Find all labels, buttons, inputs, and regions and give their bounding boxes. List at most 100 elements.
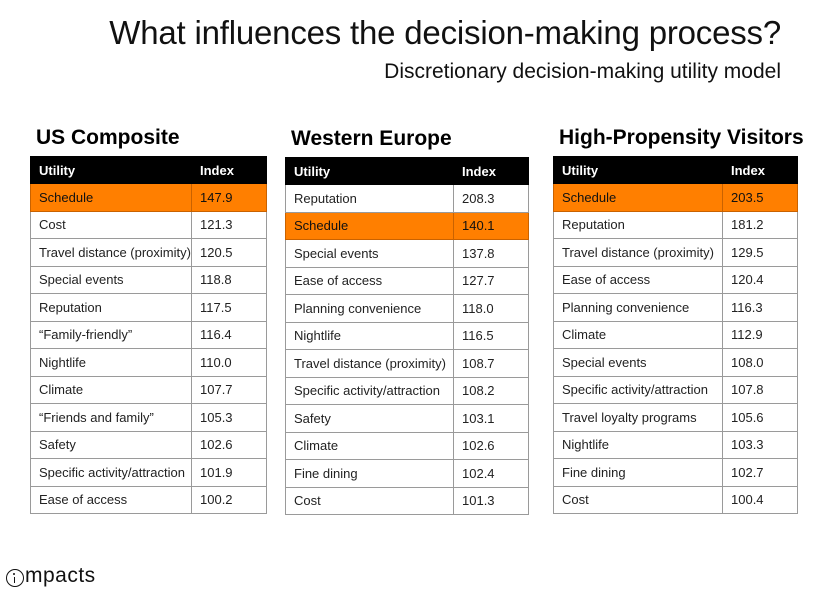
utility-cell: Ease of access — [553, 265, 723, 294]
index-cell: 102.7 — [722, 458, 798, 487]
utility-column-header: Utility — [30, 156, 192, 184]
panel-high-propensity-visitors: High-Propensity Visitors Utility Index S… — [553, 126, 804, 514]
table-row: Safety 102.6 — [30, 430, 267, 459]
table-row: Special events 118.8 — [30, 265, 267, 294]
index-cell: 107.7 — [191, 375, 267, 404]
info-circle-icon — [6, 569, 24, 587]
index-cell: 181.2 — [722, 210, 798, 239]
utility-cell: “Family-friendly” — [30, 320, 192, 349]
index-cell: 121.3 — [191, 210, 267, 239]
panel-title: US Composite — [36, 126, 180, 149]
utility-cell: Special events — [553, 348, 723, 377]
utility-cell: Climate — [553, 320, 723, 349]
table-row: Safety 103.1 — [285, 404, 529, 433]
utility-cell: Specific activity/attraction — [285, 376, 454, 405]
utility-cell: Climate — [30, 375, 192, 404]
index-cell: 120.4 — [722, 265, 798, 294]
index-column-header: Index — [453, 157, 529, 185]
utility-cell: Ease of access — [30, 485, 192, 514]
table-row: Schedule 140.1 — [285, 211, 529, 240]
table-row: Planning convenience 116.3 — [553, 293, 798, 322]
table-row: Ease of access 100.2 — [30, 485, 267, 514]
table-row: Fine dining 102.7 — [553, 458, 798, 487]
panel-us-composite: US Composite Utility Index Schedule 147.9… — [30, 126, 267, 514]
table-row: Ease of access 120.4 — [553, 265, 798, 294]
table-row: Travel distance (proximity) 129.5 — [553, 238, 798, 267]
logo-text: mpacts — [25, 564, 96, 587]
utility-cell: Cost — [285, 486, 454, 515]
utility-cell: Ease of access — [285, 266, 454, 295]
index-cell: 108.0 — [722, 348, 798, 377]
panel-western-europe: Western Europe Utility Index Reputation 2… — [285, 127, 529, 515]
panel-title: Western Europe — [291, 127, 452, 150]
utility-cell: Cost — [30, 210, 192, 239]
table-row: Cost 100.4 — [553, 485, 798, 514]
table-row: Ease of access 127.7 — [285, 266, 529, 295]
table-row: “Family-friendly” 116.4 — [30, 320, 267, 349]
page-subtitle: Discretionary decision-making utility mo… — [384, 60, 781, 83]
table-row: “Friends and family” 105.3 — [30, 403, 267, 432]
index-cell: 129.5 — [722, 238, 798, 267]
index-cell: 105.6 — [722, 403, 798, 432]
index-cell: 116.3 — [722, 293, 798, 322]
table-row: Nightlife 103.3 — [553, 430, 798, 459]
page-title: What influences the decision-making proc… — [109, 14, 781, 51]
table-row: Specific activity/attraction 108.2 — [285, 376, 529, 405]
utility-cell: Safety — [30, 430, 192, 459]
table-row: Cost 121.3 — [30, 210, 267, 239]
table-row: Specific activity/attraction 107.8 — [553, 375, 798, 404]
utility-cell: Special events — [285, 239, 454, 268]
utility-table: Utility Index Reputation 208.3 Schedule 140… — [285, 157, 529, 515]
table-header-row: Utility Index — [30, 156, 267, 184]
utility-table: Utility Index Schedule 147.9 Cost 121.3 Trav… — [30, 156, 267, 514]
utility-cell: Reputation — [285, 184, 454, 213]
utility-cell: Specific activity/attraction — [30, 458, 192, 487]
utility-column-header: Utility — [285, 157, 454, 185]
index-cell: 101.9 — [191, 458, 267, 487]
utility-cell: Travel distance (proximity) — [553, 238, 723, 267]
index-cell: 140.1 — [453, 211, 529, 240]
utility-cell: Nightlife — [553, 430, 723, 459]
utility-cell: Travel loyalty programs — [553, 403, 723, 432]
table-body: Schedule 147.9 Cost 121.3 Travel distance (p… — [30, 183, 267, 514]
index-cell: 147.9 — [191, 183, 267, 212]
table-row: Special events 137.8 — [285, 239, 529, 268]
index-column-header: Index — [722, 156, 798, 184]
utility-cell: Planning convenience — [285, 294, 454, 323]
utility-cell: Schedule — [553, 183, 723, 212]
utility-cell: Schedule — [285, 211, 454, 240]
table-row: Reputation 208.3 — [285, 184, 529, 213]
index-cell: 102.6 — [191, 430, 267, 459]
index-cell: 102.4 — [453, 459, 529, 488]
table-row: Climate 102.6 — [285, 431, 529, 460]
table-row: Travel loyalty programs 105.6 — [553, 403, 798, 432]
utility-cell: Safety — [285, 404, 454, 433]
index-cell: 137.8 — [453, 239, 529, 268]
index-cell: 120.5 — [191, 238, 267, 267]
utility-cell: Nightlife — [30, 348, 192, 377]
table-row: Travel distance (proximity) 108.7 — [285, 349, 529, 378]
table-header-row: Utility Index — [553, 156, 798, 184]
index-cell: 116.4 — [191, 320, 267, 349]
utility-cell: Fine dining — [285, 459, 454, 488]
index-cell: 102.6 — [453, 431, 529, 460]
index-cell: 101.3 — [453, 486, 529, 515]
table-row: Fine dining 102.4 — [285, 459, 529, 488]
index-cell: 100.4 — [722, 485, 798, 514]
index-cell: 116.5 — [453, 321, 529, 350]
index-cell: 103.1 — [453, 404, 529, 433]
table-row: Schedule 203.5 — [553, 183, 798, 212]
utility-cell: Reputation — [30, 293, 192, 322]
panel-title: High-Propensity Visitors — [559, 126, 804, 149]
index-cell: 112.9 — [722, 320, 798, 349]
utility-column-header: Utility — [553, 156, 723, 184]
utility-cell: Special events — [30, 265, 192, 294]
table-body: Schedule 203.5 Reputation 181.2 Travel dista… — [553, 183, 798, 514]
utility-cell: Travel distance (proximity) — [30, 238, 192, 267]
index-cell: 118.0 — [453, 294, 529, 323]
utility-cell: Fine dining — [553, 458, 723, 487]
utility-cell: Planning convenience — [553, 293, 723, 322]
index-cell: 208.3 — [453, 184, 529, 213]
table-row: Travel distance (proximity) 120.5 — [30, 238, 267, 267]
table-row: Schedule 147.9 — [30, 183, 267, 212]
